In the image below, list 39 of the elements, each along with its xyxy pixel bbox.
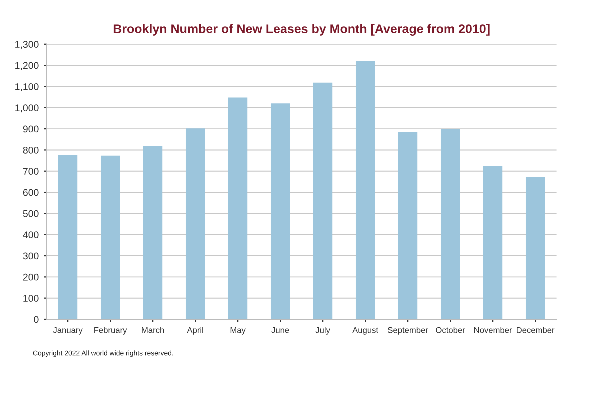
y-tick-label: 700	[23, 168, 39, 175]
x-tick-label: May	[230, 327, 246, 335]
y-tick-label: 600	[23, 189, 39, 196]
x-tick-label: February	[94, 327, 128, 335]
y-tick-label: 500	[23, 210, 39, 218]
bar	[440, 129, 460, 320]
x-tick-label: November	[474, 327, 512, 334]
x-tick-label: October	[436, 327, 466, 334]
y-tick-label: 400	[23, 232, 39, 238]
x-tick-label: August	[352, 327, 378, 335]
y-tick-label: 100	[24, 295, 39, 302]
x-tick-label: January	[53, 327, 83, 335]
chart-title: Brooklyn Number of New Leases by Month [Average from 2010]	[114, 24, 490, 36]
bar	[398, 132, 418, 320]
y-tick-label: 800	[23, 146, 39, 154]
bar	[356, 61, 376, 320]
x-tick-label: September	[388, 327, 428, 335]
bar	[100, 156, 120, 320]
y-tick-label: 1,300	[16, 41, 39, 50]
bar	[483, 166, 503, 320]
bar	[526, 178, 546, 320]
y-tick-label: 300	[23, 252, 39, 260]
x-tick-label: July	[316, 327, 330, 335]
bar	[270, 104, 290, 320]
x-tick-label: March	[142, 327, 164, 334]
x-tick-label: June	[272, 327, 290, 334]
bar	[143, 146, 163, 320]
y-tick-label: 1,200	[16, 62, 39, 70]
y-tick-label: 1,000	[16, 104, 39, 113]
y-tick-label: 900	[23, 126, 39, 133]
y-tick-label: 0	[34, 316, 39, 324]
bar	[58, 156, 78, 320]
y-tick-label: 200	[23, 274, 39, 281]
bar	[313, 82, 333, 320]
y-tick-label: 1,100	[16, 83, 39, 92]
bar	[228, 98, 248, 320]
bar	[186, 128, 206, 320]
x-tick-label: April	[187, 327, 204, 335]
x-tick-label: December	[517, 327, 555, 334]
